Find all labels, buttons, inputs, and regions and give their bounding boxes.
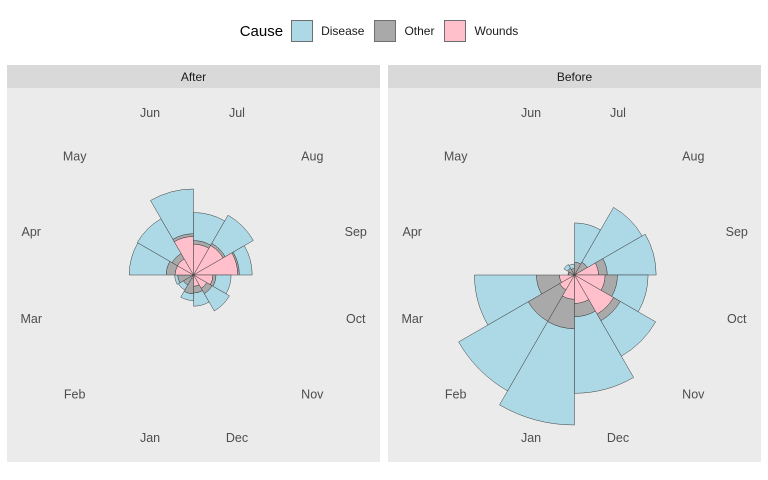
month-label-apr: Apr (402, 225, 421, 239)
wedge-jun-disease (150, 188, 194, 240)
wedge-jan-disease (180, 290, 194, 301)
month-label-nov: Nov (301, 387, 324, 401)
month-label-oct: Oct (346, 312, 366, 326)
month-label-dec: Dec (607, 431, 629, 445)
rose-chart-after: Jan Feb Mar Apr May Jun Jul Aug Sep Oct Nov Dec (20, 106, 367, 445)
wedge-sep-disease (602, 233, 657, 276)
month-label-sep: Sep (726, 225, 748, 239)
month-label-aug: Aug (682, 150, 704, 164)
month-label-feb: Feb (445, 387, 467, 401)
facet-panel-before: Jan Feb Mar Apr May Jun Jul Aug Sep Oct Nov Dec (388, 88, 761, 462)
wedge-may-disease (563, 264, 571, 272)
month-label-jun: Jun (521, 106, 541, 120)
legend-item-wounds: Wounds (444, 20, 518, 42)
wedge-mar-disease (474, 274, 542, 326)
legend: Cause Disease Other Wounds (0, 19, 768, 43)
month-label-dec: Dec (226, 431, 248, 445)
legend-swatch-other (374, 20, 397, 42)
month-label-jan: Jan (140, 431, 160, 445)
wedge-dec-disease (193, 290, 210, 307)
month-label-feb: Feb (64, 387, 86, 401)
month-label-mar: Mar (401, 312, 423, 326)
legend-label-disease: Disease (321, 24, 365, 38)
month-label-jul: Jul (229, 106, 245, 120)
legend-label-other: Other (404, 24, 435, 38)
wedge-feb-disease (458, 301, 549, 392)
legend-swatch-disease (291, 20, 314, 42)
legend-item-other: Other (374, 20, 434, 42)
month-label-may: May (63, 150, 87, 164)
month-label-apr: Apr (21, 225, 40, 239)
month-label-jul: Jul (610, 106, 626, 120)
wedge-dec-disease (574, 310, 634, 394)
wedge-nov-disease (203, 285, 230, 312)
month-label-jan: Jan (521, 431, 541, 445)
legend-title: Cause (239, 22, 284, 40)
facet-strip-after: After (7, 65, 380, 88)
month-label-aug: Aug (301, 150, 323, 164)
month-label-mar: Mar (20, 312, 42, 326)
facet-panel-after: Jan Feb Mar Apr May Jun Jul Aug Sep Oct Nov Dec (7, 88, 380, 462)
month-label-nov: Nov (682, 387, 705, 401)
month-label-may: May (444, 150, 468, 164)
facet-strip-after-label: After (180, 69, 207, 84)
month-label-jun: Jun (140, 106, 160, 120)
month-label-sep: Sep (345, 225, 367, 239)
month-label-oct: Oct (727, 312, 747, 326)
rose-chart-before: Jan Feb Mar Apr May Jun Jul Aug Sep Oct Nov Dec (401, 106, 748, 445)
facet-strip-before-label: Before (556, 69, 593, 84)
legend-label-wounds: Wounds (474, 24, 519, 38)
legend-item-disease: Disease (291, 20, 364, 42)
wedge-sep-disease (232, 245, 253, 276)
wedge-jan-disease (499, 321, 575, 426)
legend-swatch-wounds (444, 20, 467, 42)
facet-strip-before: Before (388, 65, 761, 88)
